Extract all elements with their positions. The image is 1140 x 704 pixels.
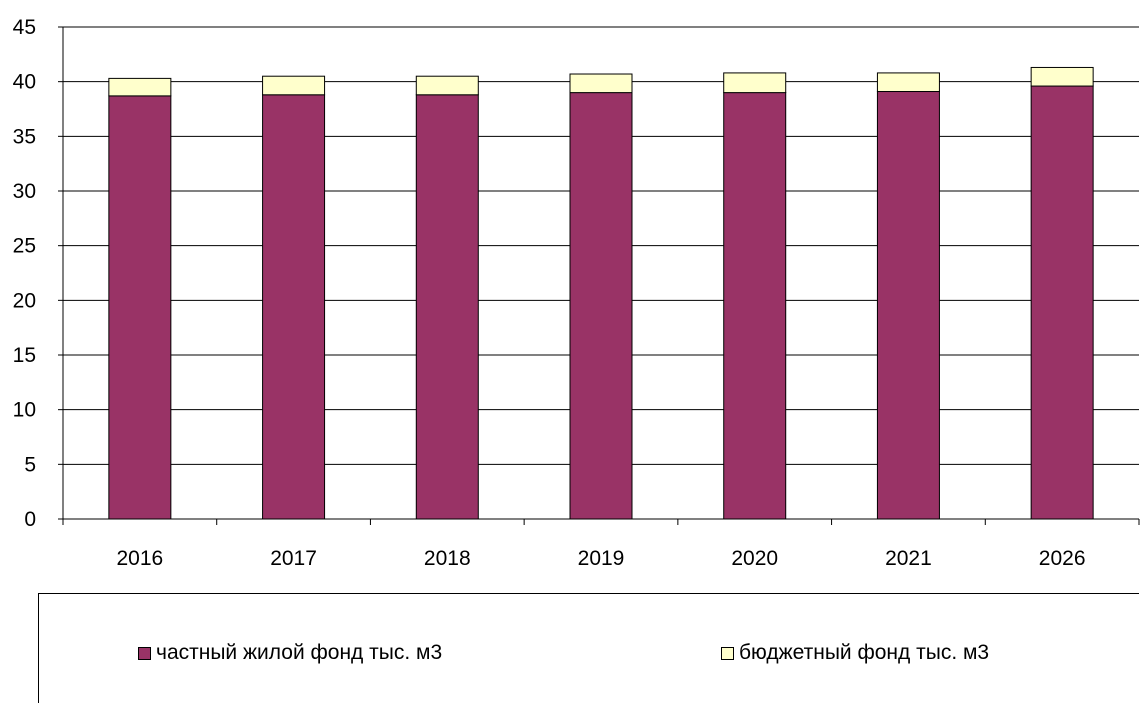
bar-2020-private (723, 92, 787, 520)
bar-2018-budget (415, 75, 479, 96)
bar-2017-budget (262, 75, 326, 96)
axes (58, 26, 1140, 525)
bar-2016-budget (108, 77, 172, 97)
legend-item-private: частный жилой фонд тыс. м3 (138, 641, 442, 665)
bar-2016-private (108, 95, 172, 520)
legend-swatch-private (138, 646, 151, 660)
y-tick-label: 20 (13, 289, 36, 312)
x-tick-label: 2026 (1039, 547, 1086, 570)
bar-2020-budget (723, 72, 787, 94)
bar-2017-private (262, 94, 326, 520)
bar-2026-budget (1030, 66, 1094, 87)
y-tick-label: 45 (13, 16, 36, 39)
y-tick-label: 15 (13, 344, 36, 367)
x-tick-label: 2016 (116, 547, 163, 570)
y-tick-label: 30 (13, 180, 36, 203)
y-tick-labels: 0 5 10 15 20 25 30 35 40 45 (13, 16, 36, 531)
y-tick-label: 35 (13, 125, 36, 148)
x-tick-label: 2019 (578, 547, 625, 570)
legend-item-budget: бюджетный фонд тыс. м3 (721, 641, 989, 665)
y-tick-label: 0 (24, 508, 36, 531)
bar-2026-private (1030, 85, 1094, 520)
x-tick-label: 2018 (424, 547, 471, 570)
bar-2021-budget (876, 72, 940, 93)
x-tick-labels: 2016 2017 2018 2019 2020 2021 2026 (116, 547, 1085, 570)
y-tick-label: 10 (13, 399, 36, 422)
legend-label-private: частный жилой фонд тыс. м3 (156, 641, 443, 664)
legend-swatch-budget (721, 646, 734, 660)
y-tick-label: 25 (13, 235, 36, 258)
x-tick-label: 2021 (885, 547, 932, 570)
bar-2021-private (876, 91, 940, 520)
legend: частный жилой фонд тыс. м3 бюджетный фон… (38, 593, 1139, 703)
legend-label-budget: бюджетный фонд тыс. м3 (739, 641, 990, 664)
bar-2019-budget (569, 73, 633, 94)
y-tick-label: 40 (13, 71, 36, 94)
y-tick-label: 5 (24, 453, 36, 476)
x-tick-label: 2017 (270, 547, 317, 570)
x-tick-label: 2020 (731, 547, 778, 570)
bars (108, 66, 1094, 520)
bar-2019-private (569, 92, 633, 520)
bar-2018-private (415, 94, 479, 520)
